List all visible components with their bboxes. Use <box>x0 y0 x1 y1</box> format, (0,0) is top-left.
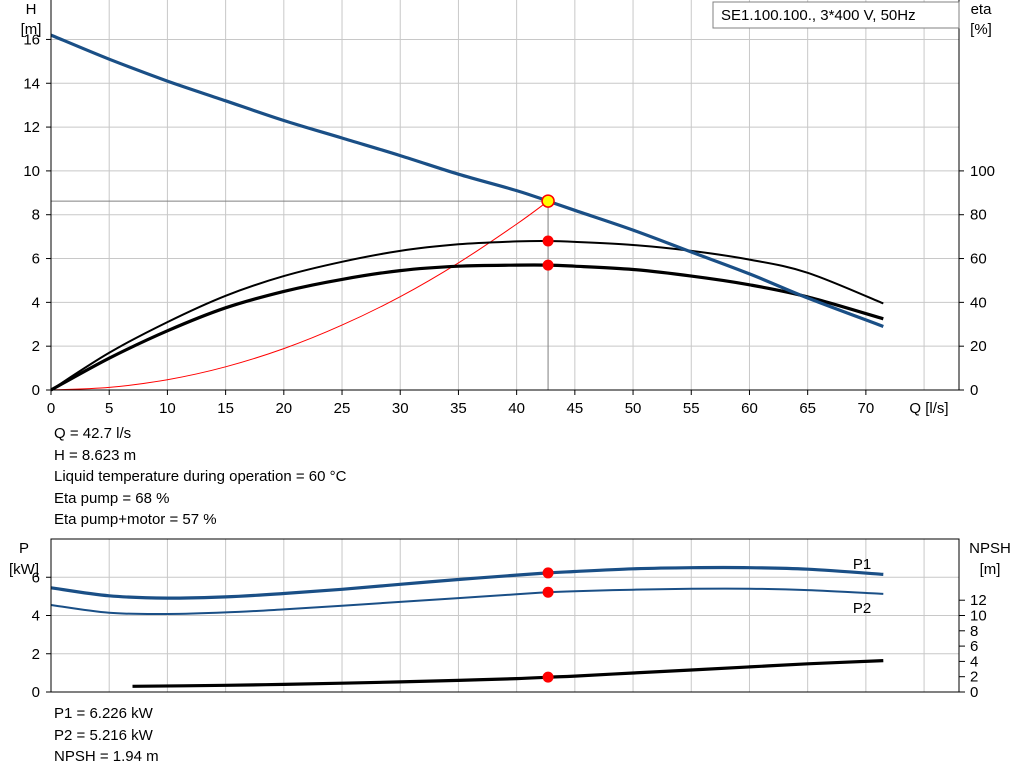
y-right-axis-name: eta <box>971 1 993 18</box>
x-tick-label: 25 <box>334 400 351 417</box>
y-right-tick-label: 80 <box>970 207 987 224</box>
y-left-tick-label: 14 <box>23 75 40 92</box>
y-left-axis-name: H <box>26 1 37 18</box>
model-label: SE1.100.100., 3*400 V, 50Hz <box>721 7 916 24</box>
x-tick-label: 55 <box>683 400 700 417</box>
x-tick-label: 30 <box>392 400 409 417</box>
p-tick-label: 0 <box>32 684 40 701</box>
duty-point-marker <box>541 194 555 208</box>
duty-point-info: Q = 42.7 l/s H = 8.623 m Liquid temperat… <box>54 423 346 531</box>
grid-lines <box>50 0 959 693</box>
npsh-curve <box>132 659 884 688</box>
eta-pump-motor-curve <box>50 263 884 392</box>
x-tick-label: 35 <box>450 400 467 417</box>
x-tick-label: 45 <box>567 400 584 417</box>
power-info: P1 = 6.226 kW P2 = 5.216 kW NPSH = 1.94 … <box>54 703 159 768</box>
y-left-tick-label: 4 <box>32 294 40 311</box>
npsh-tick-label: 4 <box>970 653 978 670</box>
p2-curve <box>50 587 884 616</box>
system-curve <box>50 200 549 391</box>
p-tick-label: 6 <box>32 569 40 586</box>
info-liquid-temperature: Liquid temperature during operation = 60… <box>54 468 347 485</box>
p1-curve <box>50 565 884 600</box>
p1-series-label: P1 <box>853 556 871 573</box>
info-p2: P2 = 5.216 kW <box>54 726 153 744</box>
power-marker <box>542 671 554 683</box>
x-tick-label: 50 <box>625 400 642 417</box>
p-axis-unit: [kW] <box>9 561 39 578</box>
x-tick-label: 20 <box>275 400 292 417</box>
info-eta-pump-motor: Eta pump+motor = 57 % <box>54 511 217 528</box>
chart-text: 0 5 10 15 20 25 30 35 40 45 50 55 60 65 70024681012141… <box>9 1 1011 701</box>
x-tick-label: 5 <box>105 400 113 417</box>
y-right-tick-label: 20 <box>970 338 987 355</box>
model-label-box: SE1.100.100., 3*400 V, 50Hz <box>712 1 960 29</box>
x-tick-label: 60 <box>741 400 758 417</box>
y-left-tick-label: 8 <box>32 207 40 224</box>
x-tick-label: 65 <box>799 400 816 417</box>
p2-series-label: P2 <box>853 600 871 617</box>
y-left-tick-label: 12 <box>23 119 40 136</box>
y-left-tick-label: 10 <box>23 163 40 180</box>
x-tick-label: 40 <box>508 400 525 417</box>
npsh-tick-label: 6 <box>970 638 978 655</box>
x-axis-label: Q [l/s] <box>909 400 948 417</box>
y-right-tick-label: 60 <box>970 251 987 268</box>
npsh-tick-label: 0 <box>970 684 978 701</box>
eta-marker <box>542 235 554 247</box>
x-tick-label: 0 <box>47 400 55 417</box>
y-left-tick-label: 16 <box>23 31 40 48</box>
y-left-axis-unit: [m] <box>21 21 42 38</box>
eta-marker <box>542 259 554 271</box>
p-tick-label: 2 <box>32 646 40 663</box>
npsh-tick-label: 2 <box>970 669 978 686</box>
y-right-axis-unit: [%] <box>970 21 992 38</box>
chart-markers <box>541 194 555 683</box>
info-p1: P1 = 6.226 kW <box>54 705 153 722</box>
info-eta-pump: Eta pump = 68 % <box>54 489 170 507</box>
p-tick-label: 4 <box>32 608 40 625</box>
npsh-axis-name: NPSH <box>969 540 1011 557</box>
chart-series <box>50 33 884 688</box>
p-axis-name: P <box>19 540 29 557</box>
info-head: H = 8.623 m <box>54 446 137 464</box>
npsh-tick-label: 10 <box>970 608 987 625</box>
eta-pump-curve <box>50 239 884 391</box>
y-right-tick-label: 40 <box>970 294 987 311</box>
npsh-axis-unit: [m] <box>980 561 1001 578</box>
y-right-tick-label: 100 <box>970 163 995 180</box>
x-tick-label: 70 <box>858 400 875 417</box>
y-right-tick-label: 0 <box>970 382 978 399</box>
y-left-tick-label: 0 <box>32 382 40 399</box>
info-flow: Q = 42.7 l/s <box>54 425 132 442</box>
chart-axes <box>46 0 965 693</box>
power-marker <box>542 586 554 598</box>
y-left-tick-label: 6 <box>32 251 40 268</box>
info-npsh: NPSH = 1.94 m <box>54 748 159 765</box>
npsh-tick-label: 12 <box>970 592 987 609</box>
power-marker <box>542 567 554 579</box>
qh-curve <box>50 33 884 328</box>
y-left-tick-label: 2 <box>32 338 40 355</box>
x-tick-label: 15 <box>217 400 234 417</box>
npsh-tick-label: 8 <box>970 623 978 640</box>
x-tick-label: 10 <box>159 400 176 417</box>
